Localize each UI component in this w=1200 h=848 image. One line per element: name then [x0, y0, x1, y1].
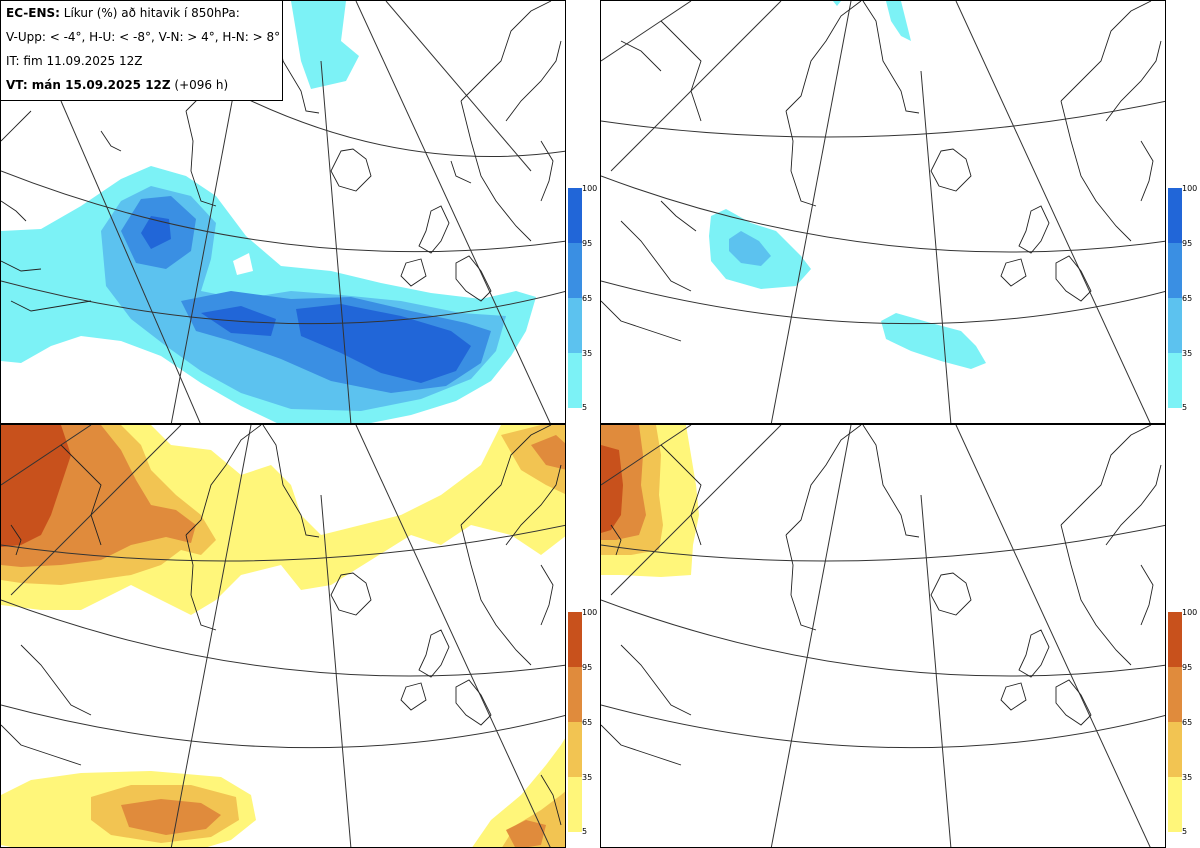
probability-map [601, 1, 1165, 423]
cbar-seg-35-65 [1168, 298, 1182, 353]
probability-contours [601, 425, 699, 577]
map-panel-bottom-left [0, 424, 566, 848]
prob-65-area-s [121, 799, 221, 835]
prob-5-area-2 [881, 313, 986, 369]
prob-95-area-w [141, 216, 171, 249]
cbar-tick-65: 65 [582, 294, 593, 303]
cbar-seg-5-35 [1168, 353, 1182, 408]
title-text: Líkur (%) að hitavik í 850hPa: [59, 6, 240, 20]
cbar-seg-65-95 [568, 243, 582, 298]
cbar-seg-5-35 [1168, 777, 1182, 832]
hole [233, 253, 253, 275]
graticule [1, 425, 565, 847]
categories-line: V-Upp: < -4°, H-U: < -8°, V-N: > 4°, H-N… [6, 30, 281, 44]
coastlines [601, 425, 1162, 766]
cbar-seg-5-35 [568, 777, 582, 832]
cbar-seg-65-95 [568, 667, 582, 722]
cbar-seg-95-100 [1168, 612, 1182, 667]
graticule [601, 425, 1165, 847]
coastlines [1, 425, 562, 826]
cbar-seg-35-65 [568, 722, 582, 777]
prob-95-area-nw [601, 445, 623, 533]
prob-95-area-nw [1, 425, 71, 547]
map-panel-top-right [600, 0, 1166, 424]
valid-time: VT: mán 15.09.2025 12Z [6, 78, 171, 92]
cbar-tick-35: 35 [582, 349, 593, 358]
cbar-tick-5: 5 [582, 827, 588, 836]
cbar-tick-95: 95 [582, 239, 593, 248]
valid-time-line: VT: mán 15.09.2025 12Z (+096 h) [6, 78, 282, 102]
cbar-tick-95: 95 [1182, 663, 1193, 672]
map-panel-bottom-right [600, 424, 1166, 848]
probability-map [601, 425, 1165, 847]
cbar-tick-5: 5 [582, 403, 588, 412]
map-panel-top-left: EC-ENS: Líkur (%) að hitavik í 850hPa: V… [0, 0, 566, 424]
cbar-seg-65-95 [1168, 243, 1182, 298]
cbar-tick-100: 100 [582, 608, 598, 617]
cbar-tick-65: 65 [1182, 294, 1193, 303]
title-line: EC-ENS: Líkur (%) að hitavik í 850hPa: [6, 6, 282, 30]
cbar-tick-100: 100 [1182, 608, 1198, 617]
probability-contours [1, 425, 565, 847]
prob-5-area-north [291, 1, 359, 89]
cbar-tick-100: 100 [1182, 184, 1198, 193]
coastlines [601, 1, 1162, 342]
cbar-seg-35-65 [1168, 722, 1182, 777]
cbar-tick-35: 35 [1182, 773, 1193, 782]
cbar-seg-65-95 [1168, 667, 1182, 722]
cbar-tick-5: 5 [1182, 827, 1188, 836]
cbar-tick-95: 95 [582, 663, 593, 672]
colorbar-orange-2: 100 95 65 35 5 [1168, 609, 1197, 836]
cbar-seg-95-100 [568, 188, 582, 243]
lead-time: (+096 h) [170, 78, 229, 92]
cbar-seg-95-100 [568, 612, 582, 667]
probability-contours [1, 1, 536, 423]
prob-5-area-4 [833, 1, 841, 6]
cbar-seg-5-35 [568, 353, 582, 408]
probability-map [1, 425, 565, 847]
prob-65-area-se [506, 820, 546, 847]
map-info-box: EC-ENS: Líkur (%) að hitavik í 850hPa: V… [1, 1, 283, 101]
cbar-tick-35: 35 [1182, 349, 1193, 358]
prob-5-area-3 [886, 1, 911, 41]
graticule [601, 1, 1165, 423]
model-name: EC-ENS: [6, 6, 60, 20]
initial-time: IT: fim 11.09.2025 12Z [6, 54, 143, 68]
colorbar-blue-1: 100 95 65 35 5 [568, 185, 597, 412]
cbar-seg-95-100 [1168, 188, 1182, 243]
cbar-tick-35: 35 [582, 773, 593, 782]
prob-35-area-1 [729, 231, 771, 266]
cbar-tick-95: 95 [1182, 239, 1193, 248]
probability-contours [709, 1, 986, 369]
cbar-tick-65: 65 [582, 718, 593, 727]
cbar-tick-65: 65 [1182, 718, 1193, 727]
colorbar-blue-2: 100 95 65 35 5 [1168, 185, 1197, 412]
cbar-tick-100: 100 [582, 184, 598, 193]
colorbar-orange-1: 100 95 65 35 5 [568, 609, 597, 836]
cbar-seg-35-65 [568, 298, 582, 353]
prob-65-area-ne [531, 435, 565, 470]
cbar-tick-5: 5 [1182, 403, 1188, 412]
